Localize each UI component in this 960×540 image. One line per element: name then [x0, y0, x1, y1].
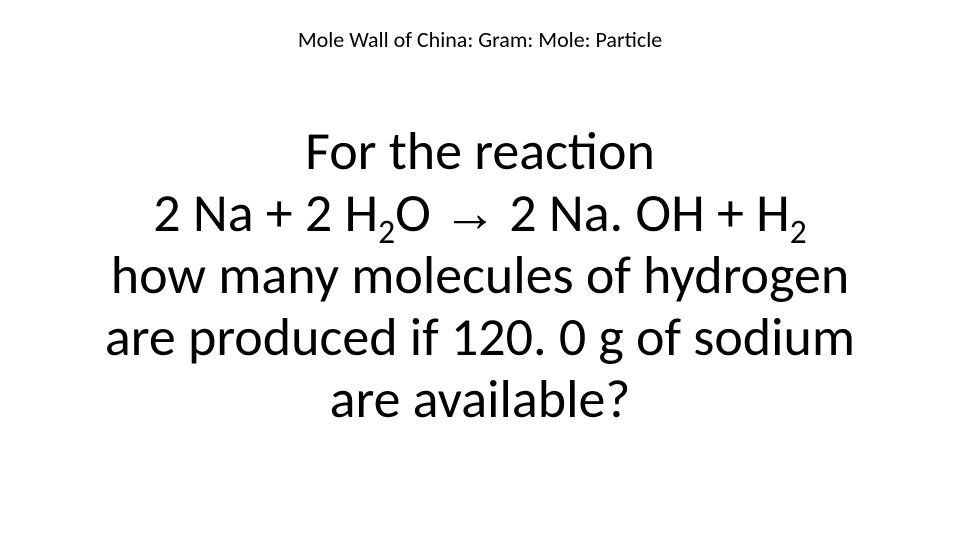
body-line-1: For the reaction: [0, 120, 960, 182]
body-line-4: are produced if 120. 0 g of sodium: [0, 306, 960, 368]
slide-title: Mole Wall of China: Gram: Mole: Particle: [0, 26, 960, 53]
reaction-part-3: 2 Na. OH + H: [497, 180, 790, 246]
slide: Mole Wall of China: Gram: Mole: Particle…: [0, 0, 960, 540]
arrow-icon: →: [443, 183, 497, 243]
body-line-3: how many molecules of hydrogen: [0, 244, 960, 306]
reaction-part-1: 2 Na + 2 H: [153, 180, 378, 246]
body-line-5: are available?: [0, 368, 960, 430]
reaction-part-2: O: [395, 180, 443, 246]
slide-body: For the reaction 2 Na + 2 H2O → 2 Na. OH…: [0, 120, 960, 430]
reaction-equation: 2 Na + 2 H2O → 2 Na. OH + H2: [0, 182, 960, 244]
